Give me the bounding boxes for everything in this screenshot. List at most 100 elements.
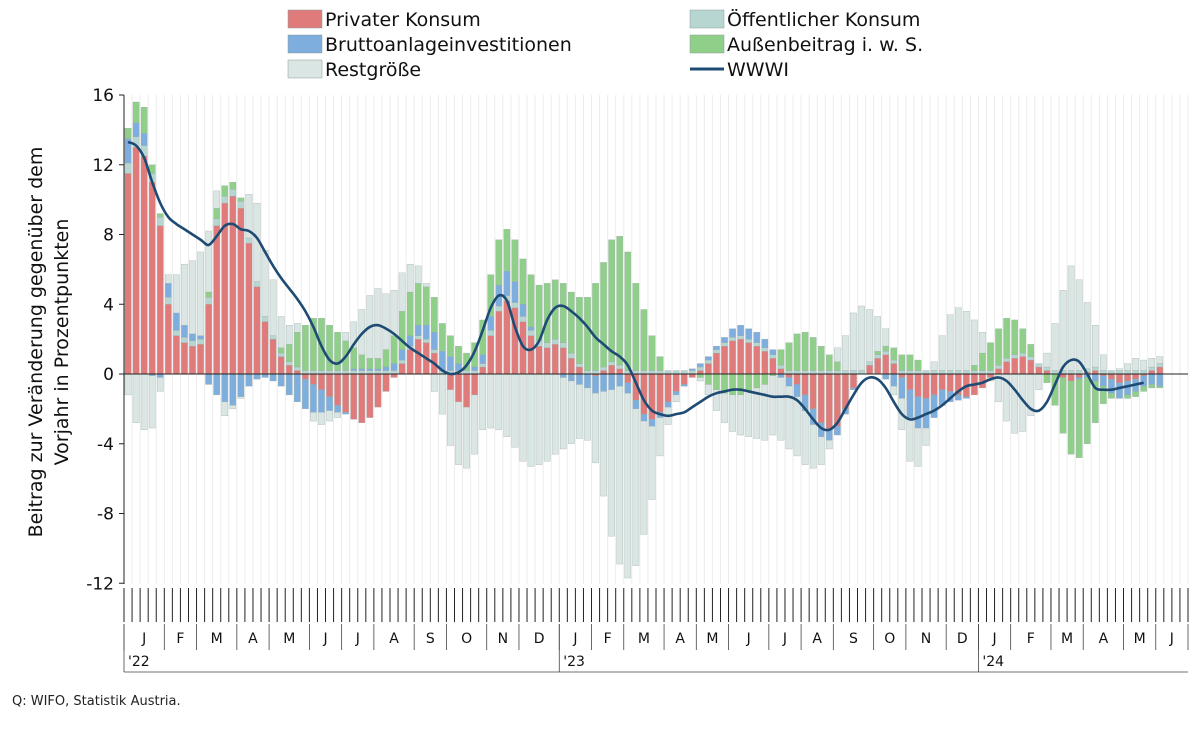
bar-segment-s3-w59 [600, 262, 607, 368]
bar-segment-s2-w98 [914, 396, 922, 429]
bar-segment-s1-w115 [1051, 370, 1059, 375]
bar-segment-s1-w38 [431, 349, 438, 354]
bar-segment-s2-w28 [350, 368, 358, 371]
bar-segment-s1-w14 [237, 201, 245, 209]
bar-segment-s0-w52 [543, 347, 551, 375]
legend-item-2-swatch [287, 34, 323, 54]
bar-segment-s3-w35 [406, 291, 414, 336]
bar-segment-s1-w81 [777, 365, 785, 369]
bar-segment-s4-w43 [471, 394, 478, 455]
bar-segment-s4-w97 [906, 417, 914, 462]
bar-segment-s4-w81 [777, 377, 785, 441]
bar-segment-s3-w36 [414, 283, 422, 326]
bar-segment-s4-w63 [632, 408, 640, 566]
bar-segment-s3-w82 [785, 342, 793, 371]
bar-segment-s1-w122 [1108, 370, 1115, 375]
bar-segment-s1-w37 [422, 338, 430, 343]
bar-segment-s3-w25 [326, 325, 333, 371]
bar-segment-s0-w122 [1108, 373, 1115, 380]
bar-segment-s0-w94 [882, 354, 890, 375]
bar-segment-s0-w75 [729, 340, 736, 375]
bar-segment-s1-w24 [318, 370, 325, 375]
bar-segment-s0-w101 [938, 373, 946, 390]
bar-segment-s2-w22 [302, 379, 309, 410]
bar-segment-s1-w121 [1100, 370, 1107, 375]
bar-segment-s1-w67 [664, 370, 672, 375]
bar-segment-s2-w88 [834, 426, 841, 436]
bar-segment-s4-w84 [801, 410, 809, 465]
bar-segment-s4-w119 [1083, 302, 1091, 369]
bar-segment-s0-w69 [680, 373, 688, 385]
bar-segment-s0-w117 [1067, 373, 1075, 382]
bar-segment-s1-w54 [560, 342, 567, 348]
bar-segment-s4-w91 [858, 305, 865, 371]
bar-segment-s4-w5 [165, 274, 172, 284]
bar-segment-s3-w120 [1092, 380, 1099, 423]
bar-segment-s1-w22 [302, 370, 309, 375]
y-tick-label: -12 [86, 574, 114, 594]
bar-segment-s4-w82 [785, 386, 793, 450]
month-label: O [461, 631, 472, 647]
bar-segment-s0-w5 [165, 304, 172, 375]
bar-segment-s4-w73 [713, 389, 720, 411]
bar-segment-s4-w1 [132, 373, 140, 423]
bar-segment-s2-w72 [705, 356, 712, 361]
bar-segment-s1-w105 [971, 370, 978, 375]
bar-segment-s2-w50 [527, 326, 535, 331]
bar-segment-s4-w116 [1059, 290, 1067, 371]
bar-segment-s0-w86 [817, 373, 825, 423]
bar-segment-s3-w78 [753, 373, 761, 389]
bar-segment-s4-w3 [148, 375, 156, 429]
bar-segment-s1-w117 [1067, 370, 1075, 375]
bar-segment-s1-w63 [632, 370, 640, 375]
bar-segment-s3-w84 [801, 331, 809, 371]
y-axis-label-line-1: Beitrag zur Veränderung gegenüber dem [25, 147, 47, 538]
bar-segment-s2-w96 [898, 377, 906, 399]
bar-segment-s4-w123 [1116, 368, 1123, 371]
bar-segment-s0-w78 [753, 345, 761, 375]
bar-segment-s1-w69 [680, 370, 688, 375]
bar-segment-s3-w112 [1027, 344, 1035, 357]
bar-segment-s1-w88 [834, 370, 841, 375]
bar-segment-s1-w75 [729, 337, 736, 342]
bar-segment-s2-w15 [245, 373, 253, 387]
bar-segment-s4-w18 [269, 279, 277, 336]
bar-segment-s2-w49 [519, 304, 527, 317]
bar-segment-s0-w18 [269, 338, 277, 375]
bar-segment-s3-w48 [511, 239, 519, 282]
bar-segment-s0-w108 [995, 368, 1002, 375]
bar-segment-s1-w127 [1148, 366, 1156, 371]
bar-segment-s4-w38 [431, 373, 438, 392]
bar-segment-s2-w128 [1156, 373, 1164, 387]
bar-segment-s2-w68 [672, 391, 680, 396]
bar-segment-s1-w42 [463, 370, 470, 375]
bar-segment-s4-w120 [1092, 325, 1099, 368]
bar-segment-s2-w45 [487, 316, 495, 331]
bar-segment-s2-w13 [229, 373, 237, 406]
bar-segment-s1-w33 [390, 370, 398, 375]
bar-segment-s0-w111 [1019, 356, 1027, 375]
bar-segment-s3-w117 [1067, 380, 1075, 455]
bar-segment-s4-w39 [439, 373, 446, 415]
bar-segment-s1-w95 [890, 359, 898, 364]
bar-segment-s3-w75 [729, 373, 736, 396]
bar-segment-s4-w126 [1140, 359, 1147, 371]
bar-segment-s4-w44 [479, 373, 486, 430]
legend-item-0-label: Privater Konsum [325, 9, 481, 31]
bar-segment-s2-w20 [285, 373, 293, 396]
bar-segment-s4-w92 [866, 309, 873, 362]
bar-segment-s4-w98 [914, 427, 922, 467]
bar-segment-s3-w124 [1124, 394, 1131, 399]
y-tick-label: 12 [92, 156, 114, 176]
bar-segment-s2-w18 [269, 373, 277, 382]
bar-segment-s1-w59 [600, 366, 607, 371]
bar-segment-s4-w34 [398, 272, 406, 312]
bar-segment-s4-w56 [576, 384, 583, 439]
month-label: M [283, 631, 295, 647]
bar-segment-s0-w99 [922, 373, 930, 399]
bar-segment-s2-w100 [930, 394, 938, 418]
bar-segment-s0-w44 [479, 366, 486, 375]
bar-segment-s0-w45 [487, 335, 495, 375]
bar-segment-s0-w68 [672, 373, 680, 392]
bar-segment-s4-w90 [850, 312, 857, 371]
